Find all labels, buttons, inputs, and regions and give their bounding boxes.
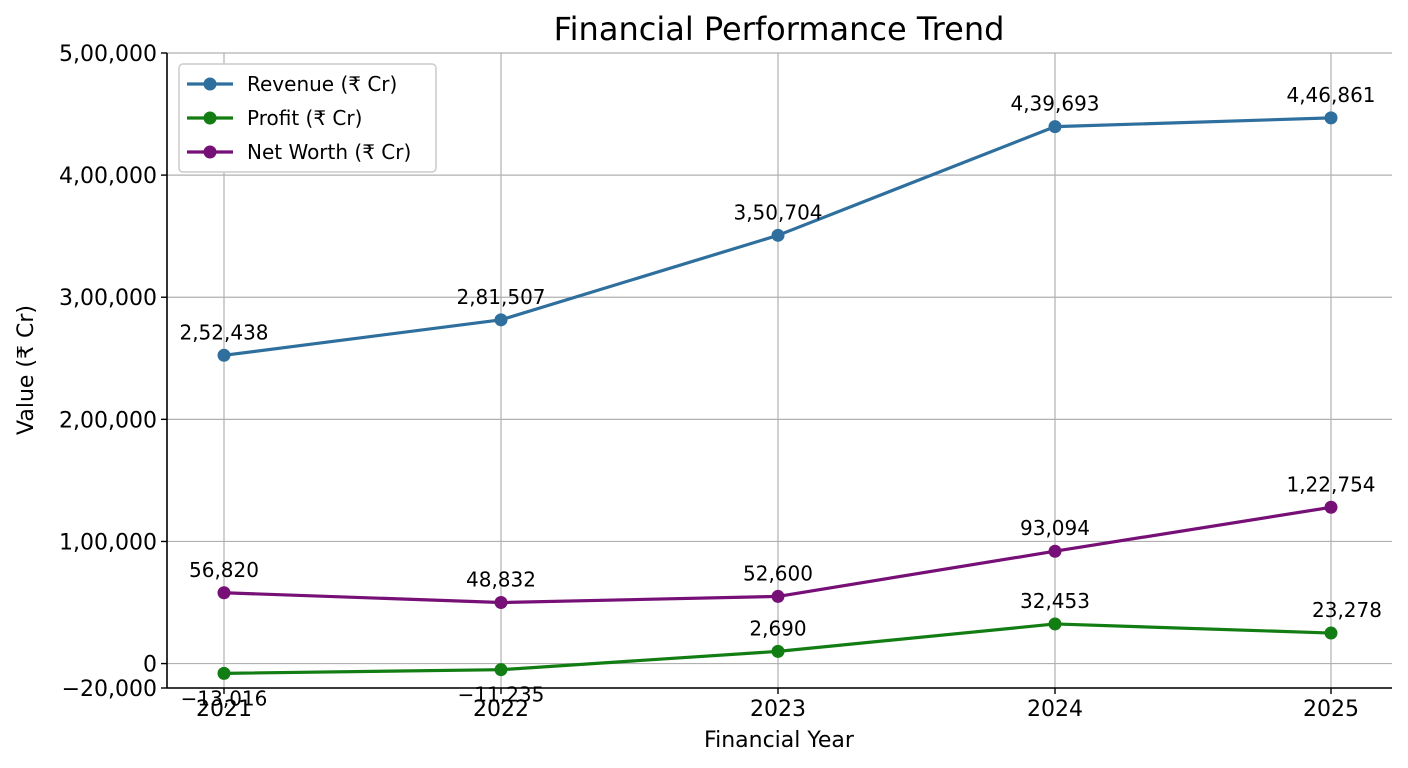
series-0-label-4: 4,46,861 — [1286, 83, 1375, 107]
legend-label-2: Net Worth (₹ Cr) — [247, 140, 411, 164]
series-1-point-2 — [771, 644, 785, 658]
x-tick-label-0: 2021 — [196, 697, 252, 722]
series-0-point-3 — [1048, 120, 1062, 134]
series-1-point-0 — [217, 666, 231, 680]
y-tick-label-2: 1,00,000 — [59, 530, 157, 555]
series-2-label-4: 1,22,754 — [1286, 472, 1375, 496]
legend-swatch-marker-1 — [203, 111, 217, 125]
x-tick-label-3: 2024 — [1027, 697, 1083, 722]
data-labels: 2,52,438 2,81,507 3,50,704 4,39,693 4,46,861… — [179, 83, 1382, 710]
y-tick-label-0: −20,000 — [62, 677, 157, 702]
series-0-label-1: 2,81,507 — [456, 285, 545, 309]
x-tick-label-1: 2022 — [473, 697, 529, 722]
series-1-label-1: −11,235 — [458, 683, 545, 707]
series-0-point-4 — [1324, 111, 1338, 125]
series-1-point-1 — [494, 663, 508, 677]
y-tick-label-5: 4,00,000 — [59, 164, 157, 189]
series-0-label-2: 3,50,704 — [733, 200, 822, 224]
legend-swatch-marker-2 — [203, 145, 217, 159]
series-0-label-3: 4,39,693 — [1010, 92, 1099, 116]
chart-title: Financial Performance Trend — [554, 10, 1005, 48]
axes — [166, 53, 1392, 689]
series-0-point-0 — [217, 348, 231, 362]
legend-box — [178, 63, 437, 173]
grid — [167, 52, 1392, 689]
legend-label-0: Revenue (₹ Cr) — [247, 72, 397, 96]
series-0-point-2 — [771, 228, 785, 242]
series-2-point-2 — [771, 589, 785, 603]
series-1-label-0: −13,016 — [181, 686, 268, 710]
series-2-label-1: 48,832 — [466, 568, 536, 592]
series-2-label-3: 93,094 — [1020, 516, 1090, 540]
series-2-point-4 — [1324, 500, 1338, 514]
series-2-point-1 — [494, 596, 508, 610]
legend-label-1: Profit (₹ Cr) — [247, 106, 362, 130]
legend: Revenue (₹ Cr) Profit (₹ Cr) Net Worth (₹ … — [178, 63, 437, 173]
y-tick-label-1: 0 — [143, 653, 157, 678]
series-2-point-0 — [217, 586, 231, 600]
series-2-label-2: 52,600 — [743, 561, 813, 585]
x-tick-label-4: 2025 — [1303, 697, 1359, 722]
series-1-label-3: 32,453 — [1020, 589, 1090, 613]
series-1-point-3 — [1048, 617, 1062, 631]
series-2-label-0: 56,820 — [189, 558, 259, 582]
series-0-point-1 — [494, 313, 508, 327]
series-points — [217, 111, 1338, 680]
y-tick-label-3: 2,00,000 — [59, 408, 157, 433]
series-1-point-4 — [1324, 626, 1338, 640]
y-tick-label-4: 3,00,000 — [59, 286, 157, 311]
series-1-label-2: 2,690 — [749, 616, 806, 640]
x-tick-label-2: 2023 — [750, 697, 806, 722]
series-0-label-0: 2,52,438 — [179, 320, 268, 344]
x-axis-label: Financial Year — [704, 728, 855, 753]
y-axis-label: Value (₹ Cr) — [14, 305, 39, 435]
y-tick-label-6: 5,00,000 — [59, 42, 157, 67]
series-2-point-3 — [1048, 544, 1062, 558]
series-1-label-4: 23,278 — [1312, 598, 1382, 622]
legend-swatch-marker-0 — [203, 77, 217, 91]
